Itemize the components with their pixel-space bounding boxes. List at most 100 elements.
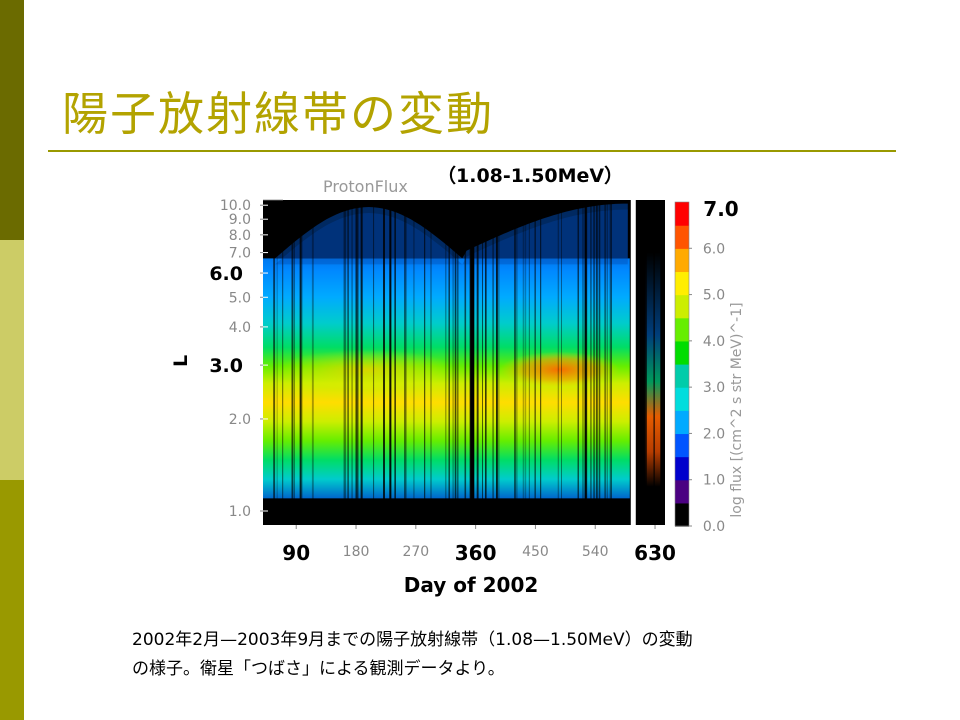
x-axis-title: Day of 2002 (404, 573, 539, 597)
slide-title: 陽子放射線帯の変動 (62, 87, 494, 141)
data-dropout-line (404, 200, 407, 525)
colorbar-segment (675, 410, 689, 435)
data-dropout-line (496, 200, 498, 525)
data-dropout-line (590, 200, 592, 525)
axes: 1.0 2.0 3.0 4.0 5.0 6.07.0 8.09.010.0 90 180 270 3… (209, 198, 676, 565)
data-dropout-line (485, 200, 487, 525)
y-tick-label: 6.0 (209, 263, 243, 285)
flux-peak-region (499, 351, 620, 388)
side-bar-middle (0, 240, 24, 480)
data-gap-separator (630, 200, 636, 525)
data-dropout-line (343, 200, 345, 525)
data-dropout-line (593, 200, 595, 525)
data-dropout-line (311, 200, 314, 525)
data-dropout-line (585, 200, 588, 525)
proton-flux-chart: ProtonFlux （1.08-1.50MeV） 1.0 2.0 3.0 4.0 5.… (155, 160, 765, 606)
outer-belt-region (275, 203, 628, 259)
colorbar-segment (675, 502, 689, 527)
colorbar-label: log flux [(cm^2 s str MeV)^-1] (729, 302, 745, 517)
data-dropout-line (360, 200, 363, 525)
data-dropout-line (522, 200, 525, 525)
colorbar-segment (675, 248, 689, 273)
data-dropout-line (273, 200, 276, 525)
colorbar-segment (675, 387, 689, 411)
colorbar-segment (675, 271, 689, 296)
data-dropout-line (645, 200, 647, 525)
y-tick-label: 9.0 (229, 212, 251, 228)
data-dropout-line (293, 200, 295, 525)
data-dropout-line (642, 200, 644, 525)
colorbar-max-label: 7.0 (703, 197, 738, 221)
data-dropout-line (373, 200, 375, 525)
x-tick-label: 180 (343, 544, 370, 560)
data-dropout-line (482, 200, 483, 525)
data-dropout-line (389, 200, 391, 525)
x-tick-label: 360 (455, 541, 497, 565)
data-dropout-line (355, 200, 358, 525)
x-tick-label: 540 (582, 544, 609, 560)
data-dropout-line (643, 200, 645, 525)
data-dropout-line (593, 200, 595, 525)
data-dropout-line (452, 200, 454, 525)
y-tick-label: 3.0 (209, 355, 243, 377)
data-dropout-line (515, 200, 518, 525)
colorbar-tick-label: 5.0 (703, 288, 725, 304)
colorbar-segment (675, 294, 689, 319)
data-dropout-line (282, 200, 284, 525)
colorbar-segment (675, 364, 689, 388)
data-dropout-line (611, 200, 612, 525)
data-dropout-line (476, 200, 479, 525)
data-dropout-line (357, 200, 359, 525)
colorbar-tick-label: 2.0 (703, 426, 725, 442)
x-tick-label: 630 (634, 541, 676, 565)
data-dropout-line (300, 200, 303, 525)
data-dropout-line (561, 200, 562, 525)
energy-label: （1.08-1.50MeV） (437, 164, 623, 187)
colorbar-segment (675, 202, 689, 226)
caption-line-1: 2002年2月—2003年9月までの陽子放射線帯（1.08—1.50MeV）の変… (132, 630, 693, 650)
data-gap-line (470, 200, 475, 525)
data-dropout-line (557, 200, 559, 525)
data-dropout-line (454, 200, 456, 525)
data-dropout-line (604, 200, 606, 525)
data-dropout-line (609, 200, 612, 525)
data-dropout-line (404, 200, 406, 525)
data-dropout-line (528, 200, 530, 525)
data-dropout-line (606, 200, 608, 525)
data-dropout-line (344, 200, 347, 525)
y-axis-title: L (170, 355, 192, 367)
data-dropout-line (299, 200, 302, 525)
plot-title: ProtonFlux (323, 177, 408, 196)
colorbar-segment (675, 340, 689, 365)
data-dropout-line (448, 200, 450, 525)
data-dropout-line (273, 200, 275, 525)
data-dropout-line (598, 200, 601, 525)
y-tick-label: 4.0 (229, 320, 251, 336)
colorbar-tick-label: 3.0 (703, 380, 725, 396)
data-dropout-line (595, 200, 598, 525)
data-dropout-line (577, 200, 579, 525)
y-tick-label: 7.0 (229, 246, 251, 262)
data-dropout-line (424, 200, 426, 525)
data-dropout-line (455, 200, 457, 525)
y-tick-label: 5.0 (229, 290, 251, 306)
colorbar-frame (674, 201, 690, 527)
heatmap-plot (263, 200, 665, 525)
colorbar-segment (675, 317, 689, 342)
side-bar-top (0, 0, 24, 240)
colorbar-tick-label: 4.0 (703, 334, 725, 350)
colorbar-segment (675, 225, 689, 249)
data-dropout-line (514, 200, 516, 525)
data-dropout-line (430, 200, 432, 525)
data-dropout-line (582, 200, 584, 525)
data-dropout-line (361, 200, 363, 525)
data-dropout-line (584, 200, 587, 525)
data-dropout-line (497, 200, 500, 525)
colorbar-tick-label: 0.0 (703, 519, 725, 535)
data-dropout-line (383, 200, 385, 525)
data-dropout-line (394, 200, 396, 525)
x-tick-label: 90 (282, 541, 310, 565)
flux-warm-region (275, 349, 456, 390)
data-dropout-line (524, 200, 527, 525)
data-dropout-line (534, 200, 536, 525)
